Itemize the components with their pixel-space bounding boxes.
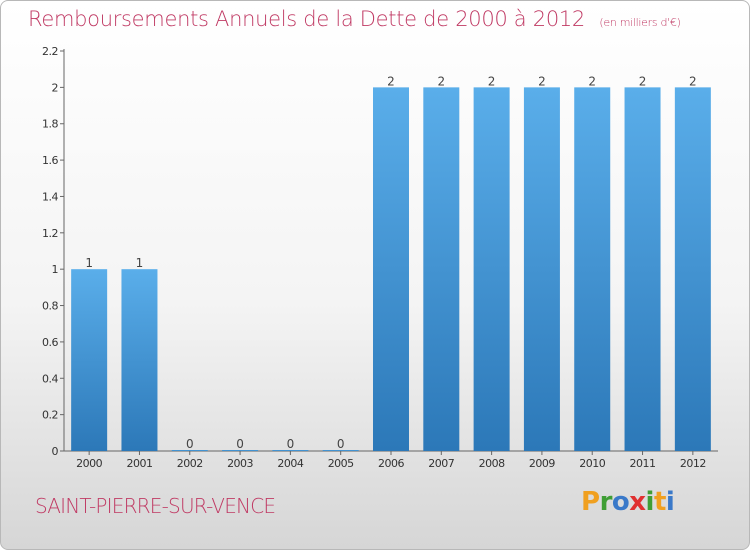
y-tick-label: 0.6 (42, 336, 58, 349)
bar (674, 87, 711, 451)
y-tick-label: 0.8 (42, 300, 58, 313)
bar-value-label: 2 (689, 74, 697, 88)
bar-value-label: 0 (236, 437, 244, 451)
bar-value-label: 0 (337, 437, 345, 451)
logo-letter: t (653, 487, 666, 517)
logo-letter: r (599, 487, 613, 517)
y-tick-label: 1.6 (42, 154, 58, 167)
x-tick-label: 2007 (428, 457, 454, 470)
x-tick-label: 2004 (277, 457, 303, 470)
y-tick-label: 2 (52, 81, 59, 94)
bar (624, 87, 661, 451)
chart-title-text: Remboursements Annuels de la Dette de 20… (28, 7, 585, 31)
bar (373, 87, 409, 451)
logo-letter: x (629, 487, 646, 517)
y-tick-label: 0 (52, 445, 59, 458)
bar (322, 450, 359, 451)
unit-note: (en milliers d'€) (599, 16, 681, 29)
bar-value-label: 1 (136, 256, 144, 270)
y-tick-label: 2.2 (42, 45, 58, 58)
y-tick-label: 1.8 (42, 118, 58, 131)
logo-letter: i (645, 487, 655, 517)
logo-letter: P (581, 487, 600, 517)
bar-value-label: 2 (639, 74, 647, 88)
bar-value-label: 2 (387, 74, 395, 88)
y-tick-label: 0.2 (42, 409, 58, 422)
commune-name: SAINT-PIERRE-SUR-VENCE (35, 494, 276, 518)
bar (222, 450, 259, 451)
x-tick-label: 2006 (378, 457, 404, 470)
x-tick-label: 2002 (177, 457, 203, 470)
bar (574, 87, 611, 451)
bar (171, 450, 208, 451)
bar (121, 269, 158, 451)
bar (272, 450, 309, 451)
x-tick-label: 2000 (76, 457, 102, 470)
bar (473, 87, 510, 451)
bar-value-label: 1 (85, 256, 93, 270)
x-tick-label: 2008 (479, 457, 505, 470)
bar (523, 87, 560, 451)
bar-value-label: 0 (287, 437, 295, 451)
bar-value-label: 2 (588, 74, 596, 88)
y-tick-label: 1.4 (42, 190, 58, 203)
x-tick-label: 2010 (579, 457, 605, 470)
x-tick-label: 2009 (529, 457, 555, 470)
bar-value-label: 2 (488, 74, 496, 88)
x-tick-label: 2011 (630, 457, 656, 470)
y-tick-label: 0.4 (42, 372, 58, 385)
bar (71, 269, 108, 451)
y-tick-label: 1.2 (42, 227, 58, 240)
chart-title: Remboursements Annuels de la Dette de 20… (28, 7, 681, 31)
y-tick-label: 1 (52, 263, 59, 276)
x-tick-label: 2005 (328, 457, 354, 470)
logo-letter: i (665, 487, 675, 517)
bar-value-label: 0 (186, 437, 194, 451)
x-tick-label: 2012 (680, 457, 706, 470)
x-tick-label: 2001 (126, 457, 152, 470)
proxiti-logo: Proxiti (581, 487, 675, 517)
x-tick-label: 2003 (227, 457, 253, 470)
bar-value-label: 2 (538, 74, 546, 88)
logo-letter: o (611, 487, 630, 517)
bar-value-label: 2 (437, 74, 445, 88)
bar (423, 87, 460, 451)
